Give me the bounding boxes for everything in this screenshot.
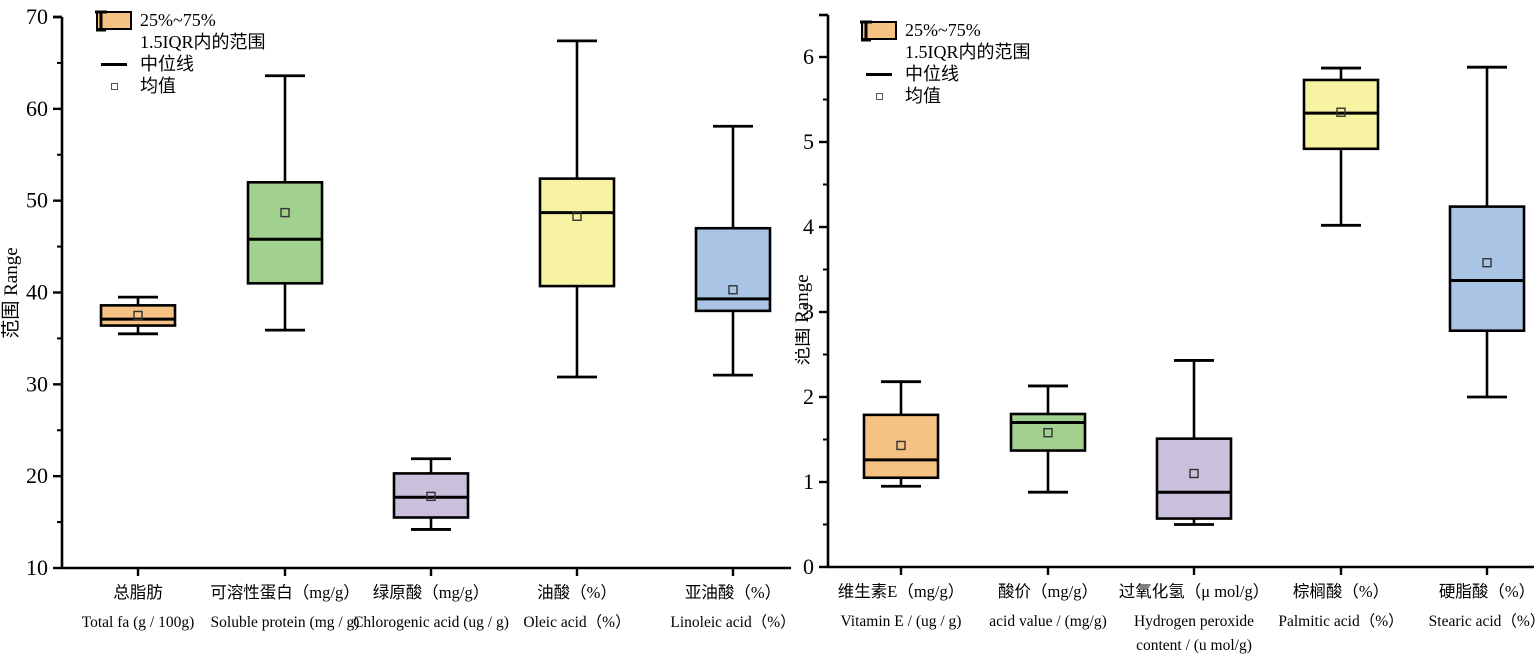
box-plot-item [1009,384,1087,494]
plot-area: 10 20 30 40 50 60 70 范围 Range 总脂肪 Total fa (g / 1… [0,4,795,631]
box-plot-item [1155,359,1233,526]
y-tick-label: 1 [803,469,814,494]
y-tick-label: 10 [26,555,48,580]
legend-mean-label: 均值 [140,76,176,96]
iqr-box [1155,437,1233,520]
category-label-zh: 棕榈酸（%） [1293,582,1389,601]
category-label-en: acid value / (mg/g) [989,613,1107,630]
iqr-box [99,304,177,327]
legend-iqr-label: 25%~75% [905,20,981,40]
category-label-en: Hydrogen peroxide [1134,613,1254,630]
category-label-en: Soluble protein (mg / g) [211,614,360,631]
iqr-box [538,177,616,288]
category-label-zh: 维生素E（mg/g） [838,582,965,601]
legend-item-median: 中位线 [857,64,1031,85]
iqr-box [862,413,940,480]
mean-marker-icon [92,83,136,90]
category-label-en: Vitamin E / (ug / g) [841,613,962,630]
category-label-en: Stearic acid（%） [1429,613,1535,630]
iqr-box [694,226,772,313]
y-tick-label: 50 [26,188,48,213]
median-line-icon [92,63,136,66]
category-label-zh: 可溶性蛋白（mg/g） [210,583,359,602]
iqr-box-icon [92,11,136,30]
left-chart-panel: 10 20 30 40 50 60 70 范围 Range 总脂肪 Total fa (g / 1… [0,4,795,631]
y-tick-label: 0 [803,554,814,579]
median-line-icon [857,73,901,76]
category-label-en: Total fa (g / 100g) [82,614,195,631]
y-tick-label: 60 [26,96,48,121]
category-label-en: Linoleic acid（%） [670,614,795,631]
category-label-zh: 油酸（%） [537,583,617,602]
mean-marker [896,440,906,451]
category-label-zh: 酸价（mg/g） [998,582,1098,601]
y-tick-label: 3 [803,299,814,324]
y-tick-label: 2 [803,384,814,409]
category-label-en: Palmitic acid（%） [1278,613,1403,630]
box-plot-item [99,295,177,336]
category-label-zh: 总脂肪 [113,583,163,602]
y-tick-label: 40 [26,280,48,305]
legend-item-median: 中位线 [92,54,266,75]
legend-median-label: 中位线 [140,54,194,74]
legend: 25%~75% 1.5IQR内的范围 中位线 均值 [92,10,266,97]
box-plot-item [694,124,772,377]
category-label-en: Chlorogenic acid (ug / g) [353,614,509,631]
y-tick-label: 6 [803,44,814,69]
mean-marker [133,310,143,321]
mean-marker [572,211,582,221]
y-tick-label: 70 [26,4,48,29]
iqr-box [1448,205,1526,333]
y-tick-label: 30 [26,371,48,396]
legend-whisker-label: 1.5IQR内的范围 [905,42,1031,62]
legend-item-iqr: 25%~75% [857,20,1031,41]
legend-item-whisker: 1.5IQR内的范围 [857,20,1031,63]
mean-marker [1482,258,1492,268]
mean-marker-icon [857,93,901,100]
legend-item-mean: 均值 [92,76,266,97]
mean-marker [1336,107,1346,117]
legend-mean-label: 均值 [905,86,941,106]
legend-median-label: 中位线 [905,64,959,84]
y-tick-label: 5 [803,129,814,154]
box-plot-item [1448,65,1526,399]
legend-item-mean: 均值 [857,86,1031,107]
box-plot-item [392,457,470,531]
category-label-zh: 硬脂酸（%） [1439,582,1535,601]
iqr-box [1009,412,1087,452]
right-chart-panel: 0 1 2 3 4 5 6 范围 Range 维生素E（mg/g） Vitamin E / (ug… [795,0,1535,661]
y-axis-title: 范围 Range [795,274,813,365]
box-plot-item [1302,66,1380,227]
category-label-zh: 绿原酸（mg/g） [373,583,489,602]
category-label-en: Oleic acid（%） [523,614,630,631]
mean-marker [426,491,436,502]
box-plot-item [246,74,324,332]
category-label-en2: content / (u mol/g) [1136,637,1252,654]
y-tick-label: 20 [26,463,48,488]
mean-marker [280,207,290,218]
mean-marker [1189,468,1199,479]
legend: 25%~75% 1.5IQR内的范围 中位线 均值 [857,20,1031,107]
box-plot-item [862,380,940,488]
iqr-box-icon [857,21,901,40]
y-axis-title: 范围 Range [0,247,22,338]
legend-item-iqr: 25%~75% [92,10,266,31]
legend-iqr-label: 25%~75% [140,10,216,30]
mean-marker [1043,428,1053,438]
box-plot-item [538,39,616,379]
iqr-box [246,181,324,285]
iqr-box [392,472,470,519]
category-label-zh: 亚油酸（%） [685,583,781,602]
category-label-zh: 过氧化氢（μ mol/g） [1119,582,1269,601]
right-chart-svg: 0 1 2 3 4 5 6 范围 Range 维生素E（mg/g） Vitamin E / (ug… [795,13,1535,654]
legend-whisker-label: 1.5IQR内的范围 [140,32,266,52]
plot-area: 0 1 2 3 4 5 6 范围 Range 维生素E（mg/g） Vitamin E / (ug… [795,13,1535,654]
y-tick-label: 4 [803,214,814,239]
legend-item-whisker: 1.5IQR内的范围 [92,10,266,53]
left-chart-svg: 10 20 30 40 50 60 70 范围 Range 总脂肪 Total fa (g / 1… [0,4,795,631]
mean-marker [728,285,738,295]
